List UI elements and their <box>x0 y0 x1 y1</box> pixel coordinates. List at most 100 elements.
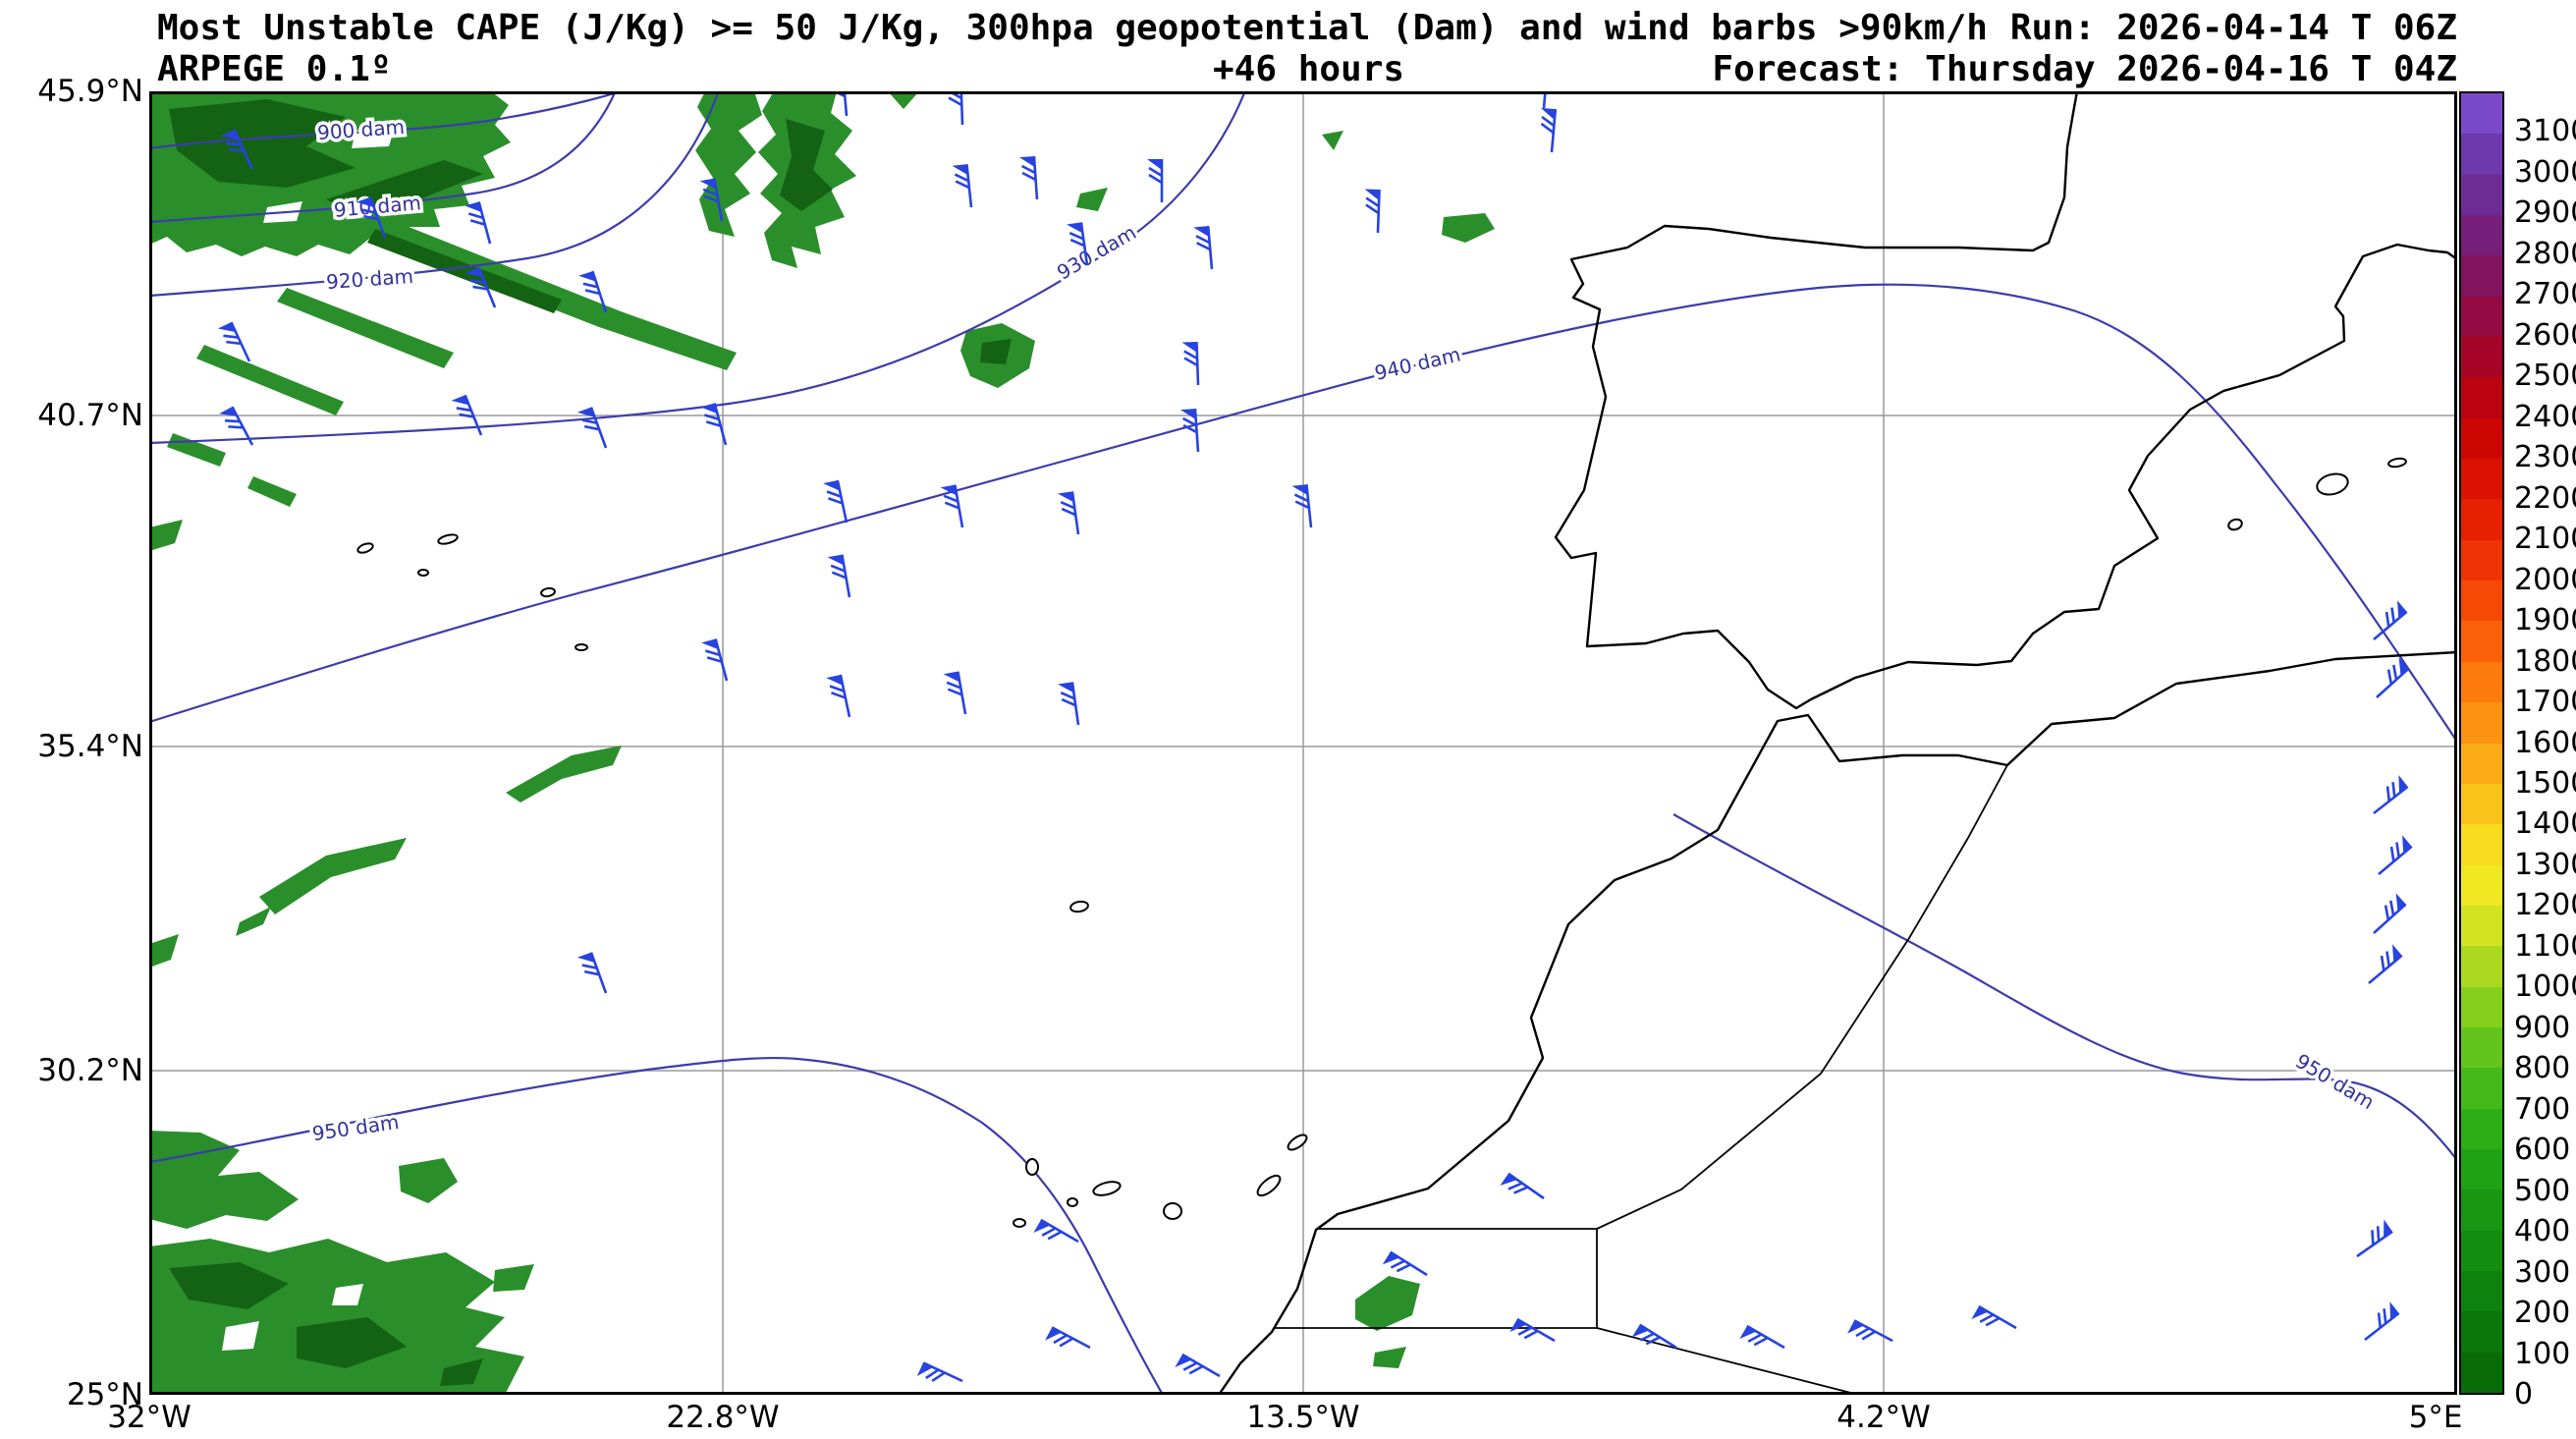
geopotential-contour <box>149 91 625 150</box>
colorbar-segment <box>2461 824 2502 865</box>
cape-patch <box>169 99 356 188</box>
colorbar-tick: 2800 <box>2514 236 2576 271</box>
wind-barb <box>1535 106 1558 154</box>
cape-patch <box>888 91 919 109</box>
colorbar-segment <box>2461 743 2502 784</box>
cape-patch <box>399 1158 458 1203</box>
cape-patch <box>1355 1276 1420 1331</box>
colorbar-tick: 1900 <box>2514 603 2576 638</box>
cape-patch <box>1442 213 1495 243</box>
wind-barb <box>2368 833 2414 876</box>
wind-barb <box>217 405 254 454</box>
wind-barb <box>821 478 849 527</box>
forecast-label: Forecast: Thursday 2026-04-16 T 04Z <box>1712 49 2457 89</box>
cape-patch <box>149 1131 299 1229</box>
wind-barb <box>1191 224 1214 272</box>
colorbar-segment <box>2461 93 2502 135</box>
colorbar-segment <box>2461 174 2502 216</box>
colorbar-tick: 1400 <box>2514 806 2576 842</box>
cape-patch <box>695 91 762 237</box>
island <box>356 542 374 554</box>
colorbar-tick: 200 <box>2514 1296 2571 1331</box>
geopotential-contour <box>149 91 720 298</box>
island <box>1013 1218 1026 1228</box>
wind-barb <box>2347 1218 2394 1258</box>
colorbar-tick: 2900 <box>2514 195 2576 231</box>
contour-label: 950 dam <box>310 1110 400 1145</box>
colorbar-tick: 2700 <box>2514 277 2576 312</box>
wind-barb <box>826 553 851 601</box>
colorbar-tick: 600 <box>2514 1133 2571 1168</box>
colorbar-segment <box>2461 215 2502 256</box>
cape-patch <box>1373 1347 1406 1368</box>
colorbar-segment <box>2461 1230 2502 1271</box>
cape-patch <box>367 229 562 313</box>
colorbar-segment <box>2461 1108 2502 1149</box>
wind-barb <box>698 402 728 451</box>
cape-patch <box>440 1358 483 1386</box>
island <box>1092 1181 1122 1196</box>
colorbar-segment <box>2461 1270 2502 1312</box>
cape-patch <box>493 1264 534 1292</box>
colorbar-segment <box>2461 783 2502 825</box>
island <box>1287 1134 1308 1151</box>
x-axis-tick: 32°W <box>107 1400 192 1435</box>
wind-barb <box>1508 1317 1557 1356</box>
island <box>437 533 459 545</box>
contour-label: 940 dam <box>1372 342 1462 384</box>
colorbar-tick: 1300 <box>2514 847 2576 882</box>
colorbar-tick: 1200 <box>2514 888 2576 923</box>
wind-barb <box>939 483 964 531</box>
colorbar-tick: 1500 <box>2514 765 2576 801</box>
colorbar-tick: 2500 <box>2514 359 2576 394</box>
wind-barb <box>1290 482 1313 530</box>
island <box>540 586 556 598</box>
wind-barb <box>2363 773 2409 815</box>
island <box>417 569 429 577</box>
colorbar-segment <box>2461 986 2502 1027</box>
colorbar-tick: 2000 <box>2514 562 2576 597</box>
wind-barb <box>575 406 608 455</box>
geopotential-contour <box>149 1056 1164 1395</box>
island <box>575 643 588 651</box>
cape-patch <box>259 838 407 914</box>
wind-barb <box>463 200 492 249</box>
colorbar-segment <box>2461 702 2502 744</box>
colorbar-segment <box>2461 255 2502 297</box>
colorbar-segment <box>2461 1148 2502 1190</box>
wind-barb <box>1056 490 1080 538</box>
colorbar-tick: 2600 <box>2514 317 2576 353</box>
cape-patch <box>247 476 297 507</box>
colorbar-segment <box>2461 499 2502 540</box>
wind-barb <box>2365 656 2410 699</box>
x-axis-tick: 5°E <box>2408 1400 2463 1435</box>
cape-patch <box>196 345 344 415</box>
geopotential-contour <box>149 91 1246 445</box>
island <box>1025 1158 1039 1176</box>
colorbar-tick: 1600 <box>2514 725 2576 760</box>
colorbar-tick: 1100 <box>2514 928 2576 964</box>
colorbar-segment <box>2461 1068 2502 1109</box>
colorbar-tick: 800 <box>2514 1051 2571 1086</box>
wind-barb <box>1056 681 1080 729</box>
wind-barb <box>1970 1304 2018 1343</box>
colorbar-tick: 2300 <box>2514 440 2576 475</box>
colorbar-segment <box>2461 377 2502 418</box>
wind-barb <box>575 951 608 1000</box>
wind-barb <box>2362 892 2407 935</box>
geopotential-contour <box>1672 813 2457 1161</box>
wind-barb <box>1017 154 1039 202</box>
wind-barb <box>2354 1300 2400 1342</box>
colorbar-segment <box>2461 905 2502 947</box>
colorbar-segment <box>2461 581 2502 622</box>
country-border <box>1596 1327 1863 1395</box>
cape-patch <box>1076 188 1108 211</box>
colorbar-segment <box>2461 1190 2502 1231</box>
wind-barb <box>1499 1172 1546 1212</box>
lead-time-label: +46 hours <box>1213 49 1405 89</box>
colorbar-segment <box>2461 946 2502 987</box>
colorbar <box>2459 91 2504 1395</box>
island <box>1067 1197 1078 1207</box>
colorbar-tick: 300 <box>2514 1254 2571 1290</box>
